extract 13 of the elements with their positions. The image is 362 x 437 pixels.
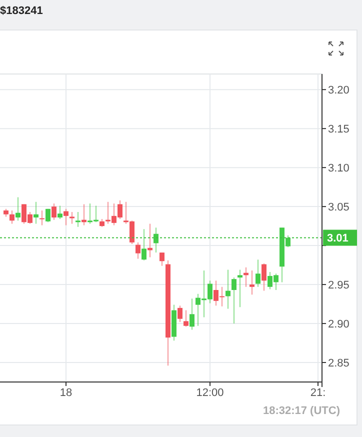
x-tick-label: 21: [310,387,326,399]
y-tick-label: 3.20 [328,84,350,96]
x-tick-label: 12:00 [196,387,224,399]
y-tick-label: 3.05 [328,201,350,214]
ref-line-label: 3.01 [327,232,348,245]
text: $183241 [0,5,43,17]
y-tick-label: 3.15 [328,123,350,136]
x-tick-label: 18 [60,387,72,399]
y-tick-label: 2.95 [328,279,350,292]
y-tick-label: 2.85 [328,357,350,370]
y-tick-label: 2.90 [328,318,350,330]
text: 18:32:17 (UTC) [262,405,340,417]
y-tick-label: 3.10 [328,162,350,174]
